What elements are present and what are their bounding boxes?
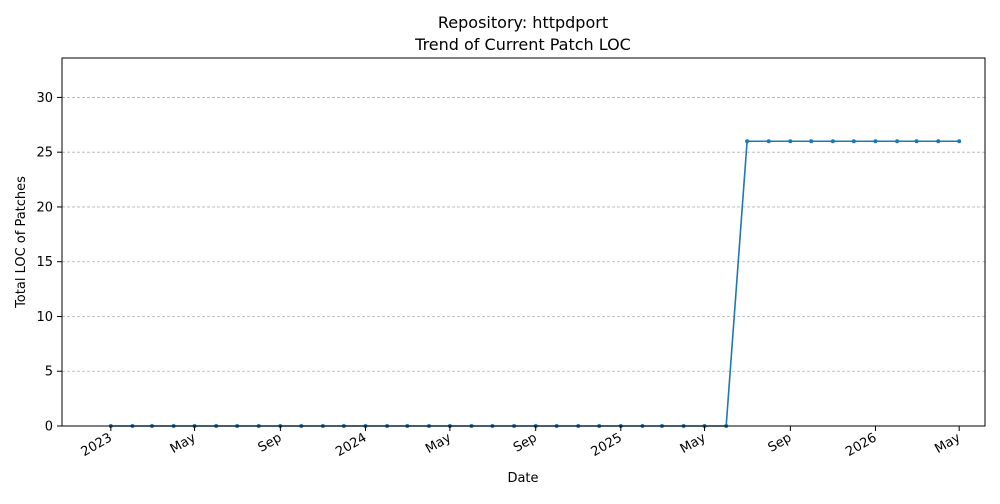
y-axis-ticks: 0 5 10 15 20 25 30 bbox=[36, 91, 62, 435]
x-tick-label: May bbox=[932, 430, 963, 457]
data-point bbox=[936, 139, 941, 144]
data-point bbox=[851, 139, 856, 144]
x-tick-label: 2024 bbox=[333, 430, 369, 460]
data-point bbox=[873, 139, 878, 144]
chart-title: Repository: httpdport bbox=[438, 13, 608, 32]
x-tick-label: Sep bbox=[766, 430, 795, 455]
y-tick-label: 20 bbox=[36, 200, 53, 215]
x-tick-label: 2023 bbox=[79, 430, 115, 460]
data-point bbox=[914, 139, 919, 144]
x-tick-label: May bbox=[678, 430, 709, 457]
x-axis-label: Date bbox=[507, 471, 538, 486]
y-tick-label: 5 bbox=[45, 365, 53, 380]
y-tick-label: 0 bbox=[45, 420, 53, 435]
series-layer bbox=[108, 139, 962, 428]
x-axis-ticks: 2023 May Sep 2024 May Sep 2025 May Sep 2026 May bbox=[79, 426, 963, 460]
gridlines bbox=[62, 97, 985, 372]
y-tick-label: 10 bbox=[36, 310, 53, 325]
data-point bbox=[830, 139, 835, 144]
x-tick-label: Sep bbox=[256, 430, 285, 455]
data-point bbox=[895, 139, 900, 144]
data-point bbox=[809, 139, 814, 144]
plot-frame bbox=[61, 57, 986, 427]
y-tick-label: 25 bbox=[36, 146, 53, 161]
series-line bbox=[110, 140, 960, 427]
x-tick-label: 2026 bbox=[843, 430, 879, 460]
data-point bbox=[957, 139, 962, 144]
data-point bbox=[745, 139, 750, 144]
x-tick-label: 2025 bbox=[589, 430, 625, 460]
data-point bbox=[766, 139, 771, 144]
y-axis-label: Total LOC of Patches bbox=[14, 176, 29, 309]
data-point bbox=[788, 139, 793, 144]
y-tick-label: 15 bbox=[36, 255, 53, 270]
x-tick-label: May bbox=[423, 430, 454, 457]
y-tick-label: 30 bbox=[36, 91, 53, 106]
x-tick-label: May bbox=[168, 430, 199, 457]
x-tick-label: Sep bbox=[511, 430, 540, 455]
chart-subtitle: Trend of Current Patch LOC bbox=[414, 35, 631, 54]
